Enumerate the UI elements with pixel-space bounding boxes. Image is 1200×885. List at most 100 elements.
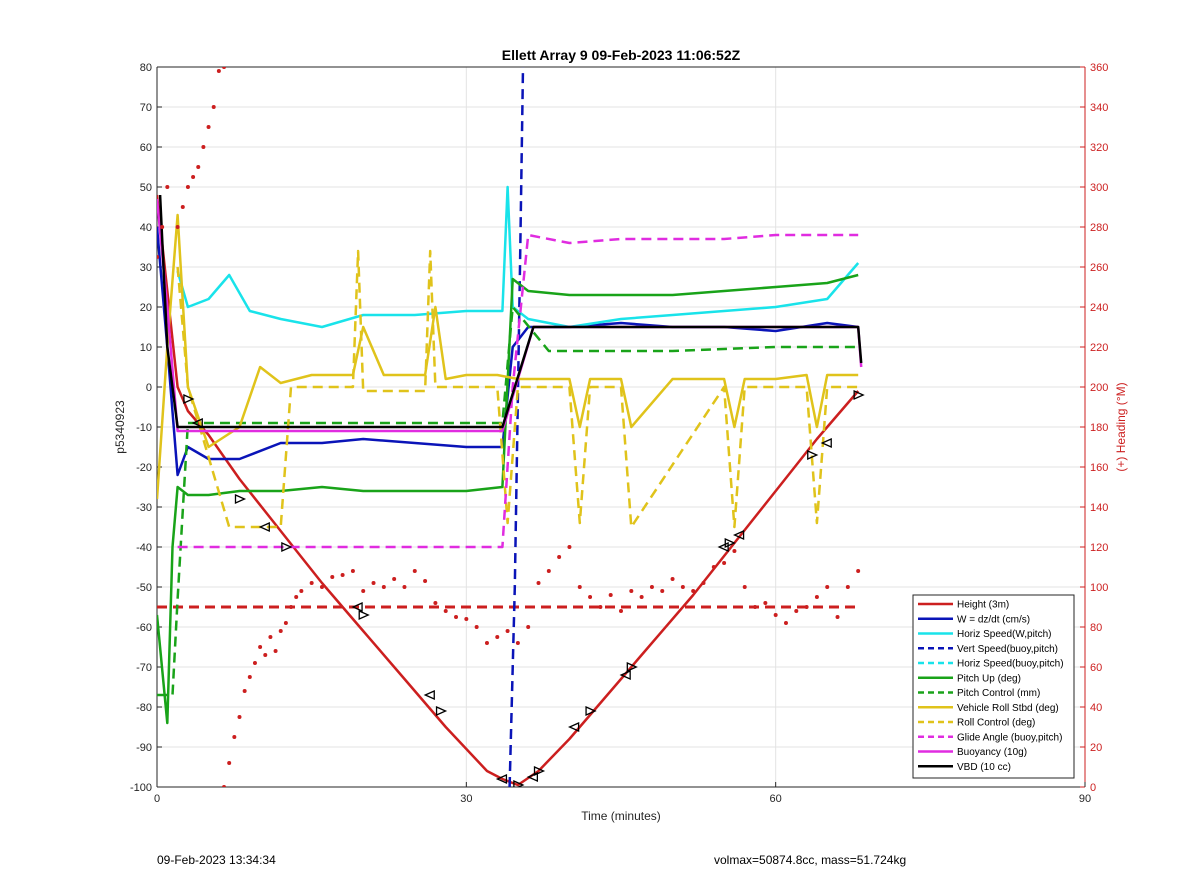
y-tick-label: 20 <box>140 302 152 314</box>
y2-tick-label: 320 <box>1090 142 1108 154</box>
heading-point <box>557 555 562 559</box>
x-tick-label: 90 <box>1079 793 1091 805</box>
heading-point <box>263 653 268 657</box>
height-marker <box>724 537 736 549</box>
heading-point <box>845 585 850 589</box>
y-tick-label: 10 <box>140 342 152 354</box>
y-tick-label: 70 <box>140 102 152 114</box>
heading-point <box>515 641 520 645</box>
heading-point <box>443 609 448 613</box>
series-line-7 <box>157 213 859 500</box>
heading-point <box>227 761 232 765</box>
heading-point <box>309 581 314 585</box>
height-marker <box>585 705 597 717</box>
heading-point <box>588 595 593 599</box>
heading-point <box>294 595 299 599</box>
y2-axis-label: (+) Heading (°M) <box>1114 382 1128 471</box>
legend-label: Horiz Speed(W,pitch) <box>957 629 1051 640</box>
heading-point <box>157 255 159 259</box>
legend-label: Height (3m) <box>957 600 1009 611</box>
heading-point <box>196 165 201 169</box>
legend-label: Roll Control (deg) <box>957 718 1035 729</box>
x-tick-label: 30 <box>460 793 472 805</box>
heading-point <box>732 549 737 553</box>
series-line-11 <box>158 194 863 429</box>
heading-point <box>201 145 206 149</box>
heading-point <box>283 621 288 625</box>
heading-point <box>258 645 263 649</box>
height-marker <box>807 449 819 461</box>
y2-tick-label: 360 <box>1090 62 1108 74</box>
series-line-9 <box>177 233 859 549</box>
legend-label: Pitch Control (mm) <box>957 688 1040 699</box>
heading-point <box>639 595 644 599</box>
height-marker <box>234 493 247 505</box>
footer-timestamp: 09-Feb-2023 13:34:34 <box>157 853 276 867</box>
footer-volmax-mass: volmax=50874.8cc, mass=51.724kg <box>714 853 907 867</box>
y-tick-label: -30 <box>136 502 152 514</box>
heading-point <box>691 589 696 593</box>
heading-point <box>268 635 273 639</box>
heading-point <box>680 585 685 589</box>
series-line-2 <box>176 185 860 329</box>
y-tick-label: 50 <box>140 182 152 194</box>
y-tick-label: -90 <box>136 742 152 754</box>
heading-point <box>273 649 278 653</box>
heading-point <box>242 689 247 693</box>
heading-point <box>371 581 376 585</box>
y2-tick-label: 240 <box>1090 302 1108 314</box>
heading-point <box>289 605 294 609</box>
height-marker <box>258 521 270 533</box>
heading-point <box>464 617 469 621</box>
height-marker <box>435 705 448 717</box>
heading-point <box>546 569 551 573</box>
heading-point <box>175 225 180 229</box>
height-marker <box>732 529 745 541</box>
height-marker <box>281 541 293 553</box>
heading-point <box>649 585 654 589</box>
heading-point <box>536 581 541 585</box>
y2-tick-label: 260 <box>1090 262 1108 274</box>
y-tick-label: -70 <box>136 662 152 674</box>
chart-title: Ellett Array 9 09-Feb-2023 11:06:52Z <box>502 47 741 63</box>
heading-point <box>185 185 190 189</box>
heading-point <box>804 605 809 609</box>
heading-point <box>835 615 840 619</box>
heading-point <box>433 601 438 605</box>
heading-point <box>232 735 237 739</box>
heading-point <box>567 545 572 549</box>
y2-tick-label: 340 <box>1090 102 1108 114</box>
heading-point <box>495 635 500 639</box>
heading-point <box>412 569 417 573</box>
series-line-6 <box>157 305 859 697</box>
height-marker <box>567 721 580 733</box>
heading-point <box>340 573 345 577</box>
height-marker <box>619 669 631 681</box>
heading-point <box>191 175 196 179</box>
heading-point <box>773 613 778 617</box>
y2-tick-label: 40 <box>1090 702 1102 714</box>
heading-point <box>237 715 242 719</box>
y-tick-label: 80 <box>140 62 152 74</box>
heading-point <box>608 593 613 597</box>
heading-point <box>180 205 185 209</box>
legend-box <box>912 594 1075 779</box>
height-marker <box>358 609 370 621</box>
y-tick-label: -100 <box>130 782 152 794</box>
y2-tick-label: 280 <box>1090 222 1108 234</box>
heading-point <box>753 605 758 609</box>
heading-point <box>660 589 665 593</box>
y2-tick-label: 180 <box>1090 422 1108 434</box>
height-marker <box>191 417 203 429</box>
heading-point <box>670 577 675 581</box>
heading-point <box>701 581 706 585</box>
y-tick-label: -40 <box>136 542 152 554</box>
height-marker <box>820 437 832 449</box>
data-layer <box>157 67 865 787</box>
heading-point <box>526 625 531 629</box>
y-tick-label: -60 <box>136 622 152 634</box>
y2-tick-label: 120 <box>1090 542 1108 554</box>
heading-point <box>160 225 165 229</box>
y-tick-label: -50 <box>136 582 152 594</box>
